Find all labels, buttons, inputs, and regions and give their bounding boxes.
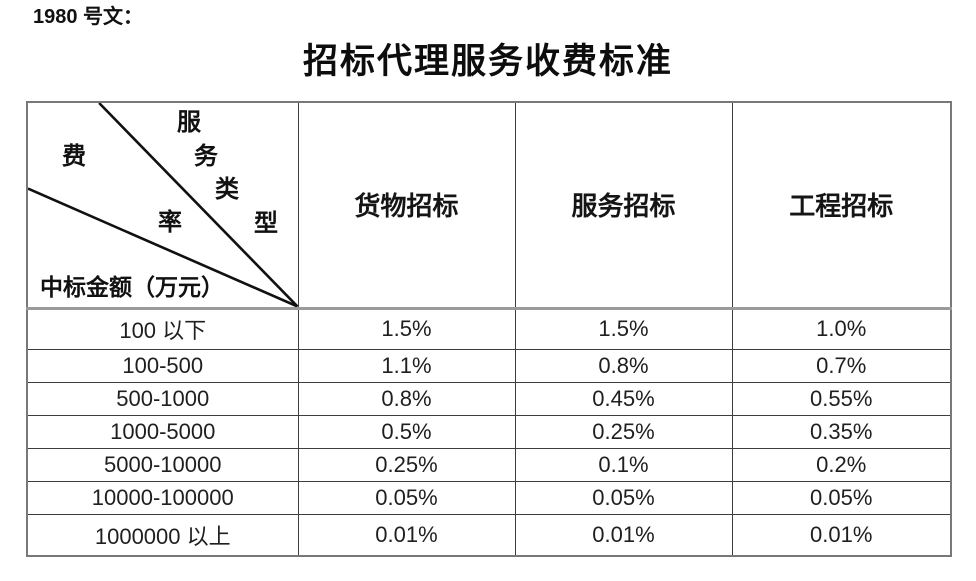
- table-row: 100 以下 1.5% 1.5% 1.0%: [26, 307, 952, 351]
- corner-amount-label: 中标金额（万元）: [40, 275, 224, 300]
- row-label: 1000-5000: [26, 415, 299, 450]
- header-row: 服 务 类 型 费 率 中标金额（万元） 货物招标 服务招标 工程招标: [26, 101, 952, 310]
- row-label: 10000-100000: [26, 481, 299, 516]
- corner-box: 服 务 类 型 费 率 中标金额（万元）: [28, 103, 298, 307]
- fee-value: 0.25%: [514, 415, 733, 450]
- page-title: 招标代理服务收费标准: [302, 42, 673, 81]
- doc-ref: 1980 号文：: [33, 6, 144, 28]
- fee-value: 1.0%: [731, 307, 952, 351]
- fee-value: 1.1%: [297, 349, 516, 384]
- corner-fee-char: 费: [62, 144, 86, 170]
- fee-value: 0.1%: [514, 448, 733, 483]
- table-row: 1000-5000 0.5% 0.25% 0.35%: [26, 415, 952, 450]
- fee-value: 0.2%: [731, 448, 952, 483]
- fee-value: 0.05%: [514, 481, 733, 516]
- row-label: 100-500: [26, 349, 299, 384]
- column-header-service: 服务招标: [514, 101, 733, 310]
- corner-service-char: 型: [254, 211, 278, 237]
- fee-value: 0.25%: [297, 448, 516, 483]
- fee-value: 0.01%: [514, 514, 733, 557]
- table-row: 500-1000 0.8% 0.45% 0.55%: [26, 382, 952, 417]
- fee-value: 0.01%: [731, 514, 952, 557]
- row-label: 100 以下: [26, 307, 299, 351]
- fee-value: 0.45%: [514, 382, 733, 417]
- diagonal-lines-graphic: [28, 103, 298, 307]
- fee-value: 0.5%: [297, 415, 516, 450]
- fee-value: 0.05%: [297, 481, 516, 516]
- fee-value: 0.7%: [731, 349, 952, 384]
- fee-value: 0.55%: [731, 382, 952, 417]
- table-row: 5000-10000 0.25% 0.1% 0.2%: [26, 448, 952, 483]
- row-label: 5000-10000: [26, 448, 299, 483]
- corner-service-char: 服: [177, 110, 201, 136]
- corner-cell: 服 务 类 型 费 率 中标金额（万元）: [26, 101, 299, 310]
- column-header-engineering: 工程招标: [731, 101, 952, 310]
- corner-service-char: 务: [194, 144, 218, 170]
- fee-value: 0.35%: [731, 415, 952, 450]
- table-row: 100-500 1.1% 0.8% 0.7%: [26, 349, 952, 384]
- row-label: 1000000 以上: [26, 514, 299, 557]
- fee-value: 1.5%: [514, 307, 733, 351]
- row-label: 500-1000: [26, 382, 299, 417]
- fee-value: 1.5%: [297, 307, 516, 351]
- corner-fee-char: 率: [158, 210, 182, 236]
- column-header-goods: 货物招标: [297, 101, 516, 310]
- fee-value: 0.8%: [297, 382, 516, 417]
- fee-value: 0.05%: [731, 481, 952, 516]
- table-row: 1000000 以上 0.01% 0.01% 0.01%: [26, 514, 952, 557]
- corner-service-char: 类: [215, 177, 239, 203]
- fee-table: 服 务 类 型 费 率 中标金额（万元） 货物招标 服务招标 工程招标 100 …: [26, 101, 952, 557]
- fee-value: 0.8%: [514, 349, 733, 384]
- table-row: 10000-100000 0.05% 0.05% 0.05%: [26, 481, 952, 516]
- fee-value: 0.01%: [297, 514, 516, 557]
